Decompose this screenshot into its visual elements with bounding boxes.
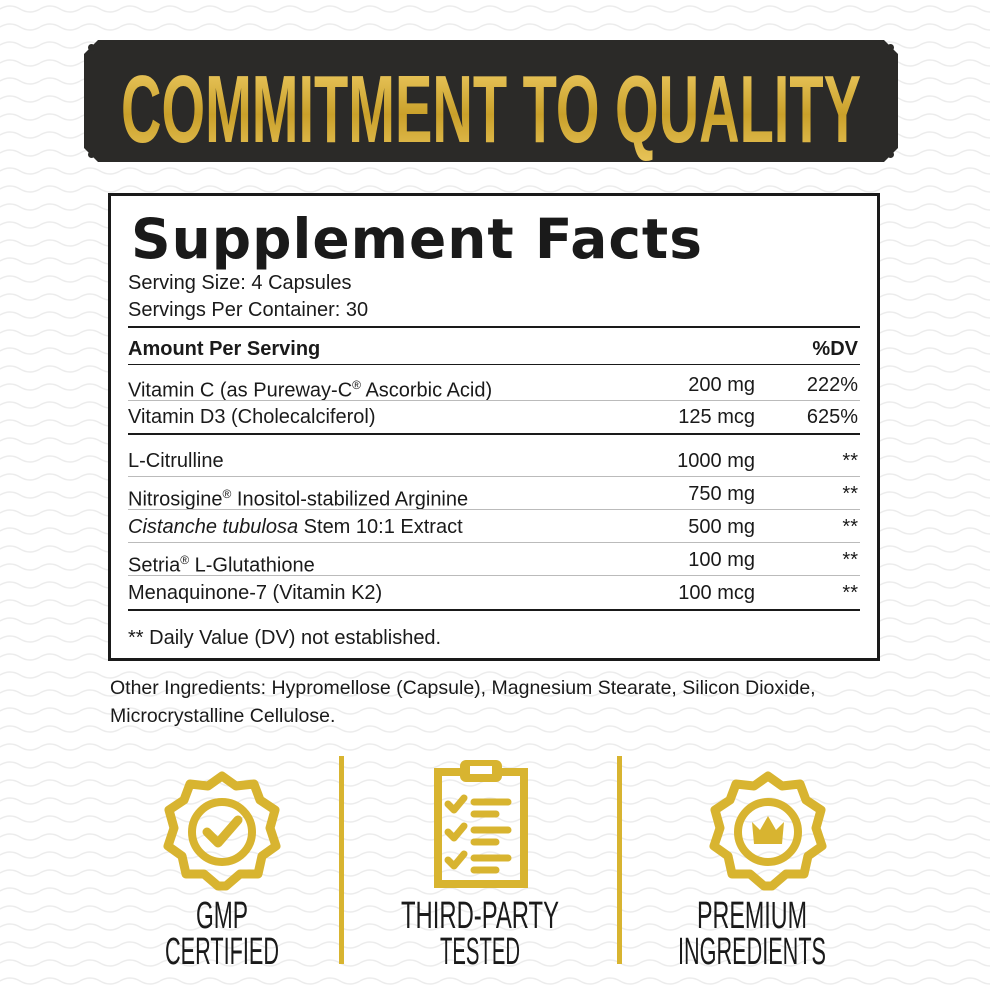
ingredient-dv: ** [842,450,858,472]
dv-header: %DV [812,338,858,360]
facts-title: Supplement Facts [131,207,703,271]
seal-check-icon [163,771,281,891]
banner-title: COMMITMENT TO QUALITY [121,56,861,162]
ingredient-amount: 750 mg [688,483,755,505]
nutrient-amount: 125 mcg [678,406,755,428]
nutrient-dv: 625% [806,406,858,428]
row-divider [128,476,860,477]
ingredient-dv: ** [842,549,858,571]
nutrient-amount: 200 mg [688,374,755,396]
serving-size: Serving Size: 4 Capsules [128,272,352,294]
ingredient-amount: 500 mg [688,516,755,538]
divider [128,609,860,611]
ingredient-dv: ** [842,516,858,538]
row-divider [128,509,860,510]
divider [617,756,622,964]
divider [128,364,860,365]
seal-crown-icon [709,771,827,891]
nutrient-row-name: Vitamin C (as Pureway-C® Ascorbic Acid) [128,378,493,402]
badge-third-party: THIRD-PARTY TESTED [401,895,559,973]
ingredient-amount: 1000 mg [677,450,755,472]
amount-header: Amount Per Serving [128,338,321,360]
ingredient-name: Setria® L-Glutathione [128,553,315,577]
badge-premium: PREMIUM INGREDIENTS [678,895,826,973]
badge-labels: GMP CERTIFIED THIRD-PARTY TESTED PREMIUM… [165,895,826,973]
servings-per-container: Servings Per Container: 30 [128,299,369,321]
badge-line2: TESTED [440,931,520,973]
rivet [887,151,894,158]
row-divider [128,400,860,401]
ingredient-amount: 100 mg [688,549,755,571]
divider [128,326,860,328]
ingredient-name: Nitrosigine® Inositol-stabilized Arginin… [128,487,469,511]
badge-line1: PREMIUM [697,895,807,937]
badge-gmp: GMP CERTIFIED [165,895,279,973]
supplement-facts-panel: Supplement Facts Serving Size: 4 Capsule… [108,193,880,661]
divider [339,756,344,964]
row-divider [128,575,860,576]
divider [128,433,860,435]
badge-line2: INGREDIENTS [678,931,826,973]
ingredient-name: L-Citrulline [128,450,224,472]
banner: COMMITMENT TO QUALITY [84,40,898,162]
badge-line1: THIRD-PARTY [401,895,559,937]
ingredient-name: Menaquinone-7 (Vitamin K2) [128,582,383,604]
other-ingredients: Other Ingredients: Hypromellose (Capsule… [110,677,816,727]
badge-line1: GMP [196,895,248,937]
nutrient-dv: 222% [806,374,858,396]
rivet [887,44,894,51]
ingredient-dv: ** [842,483,858,505]
rivet [88,44,95,51]
rivet [88,151,95,158]
row-divider [128,542,860,543]
ingredient-amount: 100 mcg [678,582,755,604]
ingredient-dv: ** [842,582,858,604]
ingredient-name: Cistanche tubulosa Stem 10:1 Extract [128,516,463,538]
badge-line2: CERTIFIED [165,931,279,973]
nutrient-row-name: Vitamin D3 (Cholecalciferol) [128,406,376,428]
footnote: ** Daily Value (DV) not established. [128,627,442,649]
clipboard-checklist-icon [434,760,528,888]
